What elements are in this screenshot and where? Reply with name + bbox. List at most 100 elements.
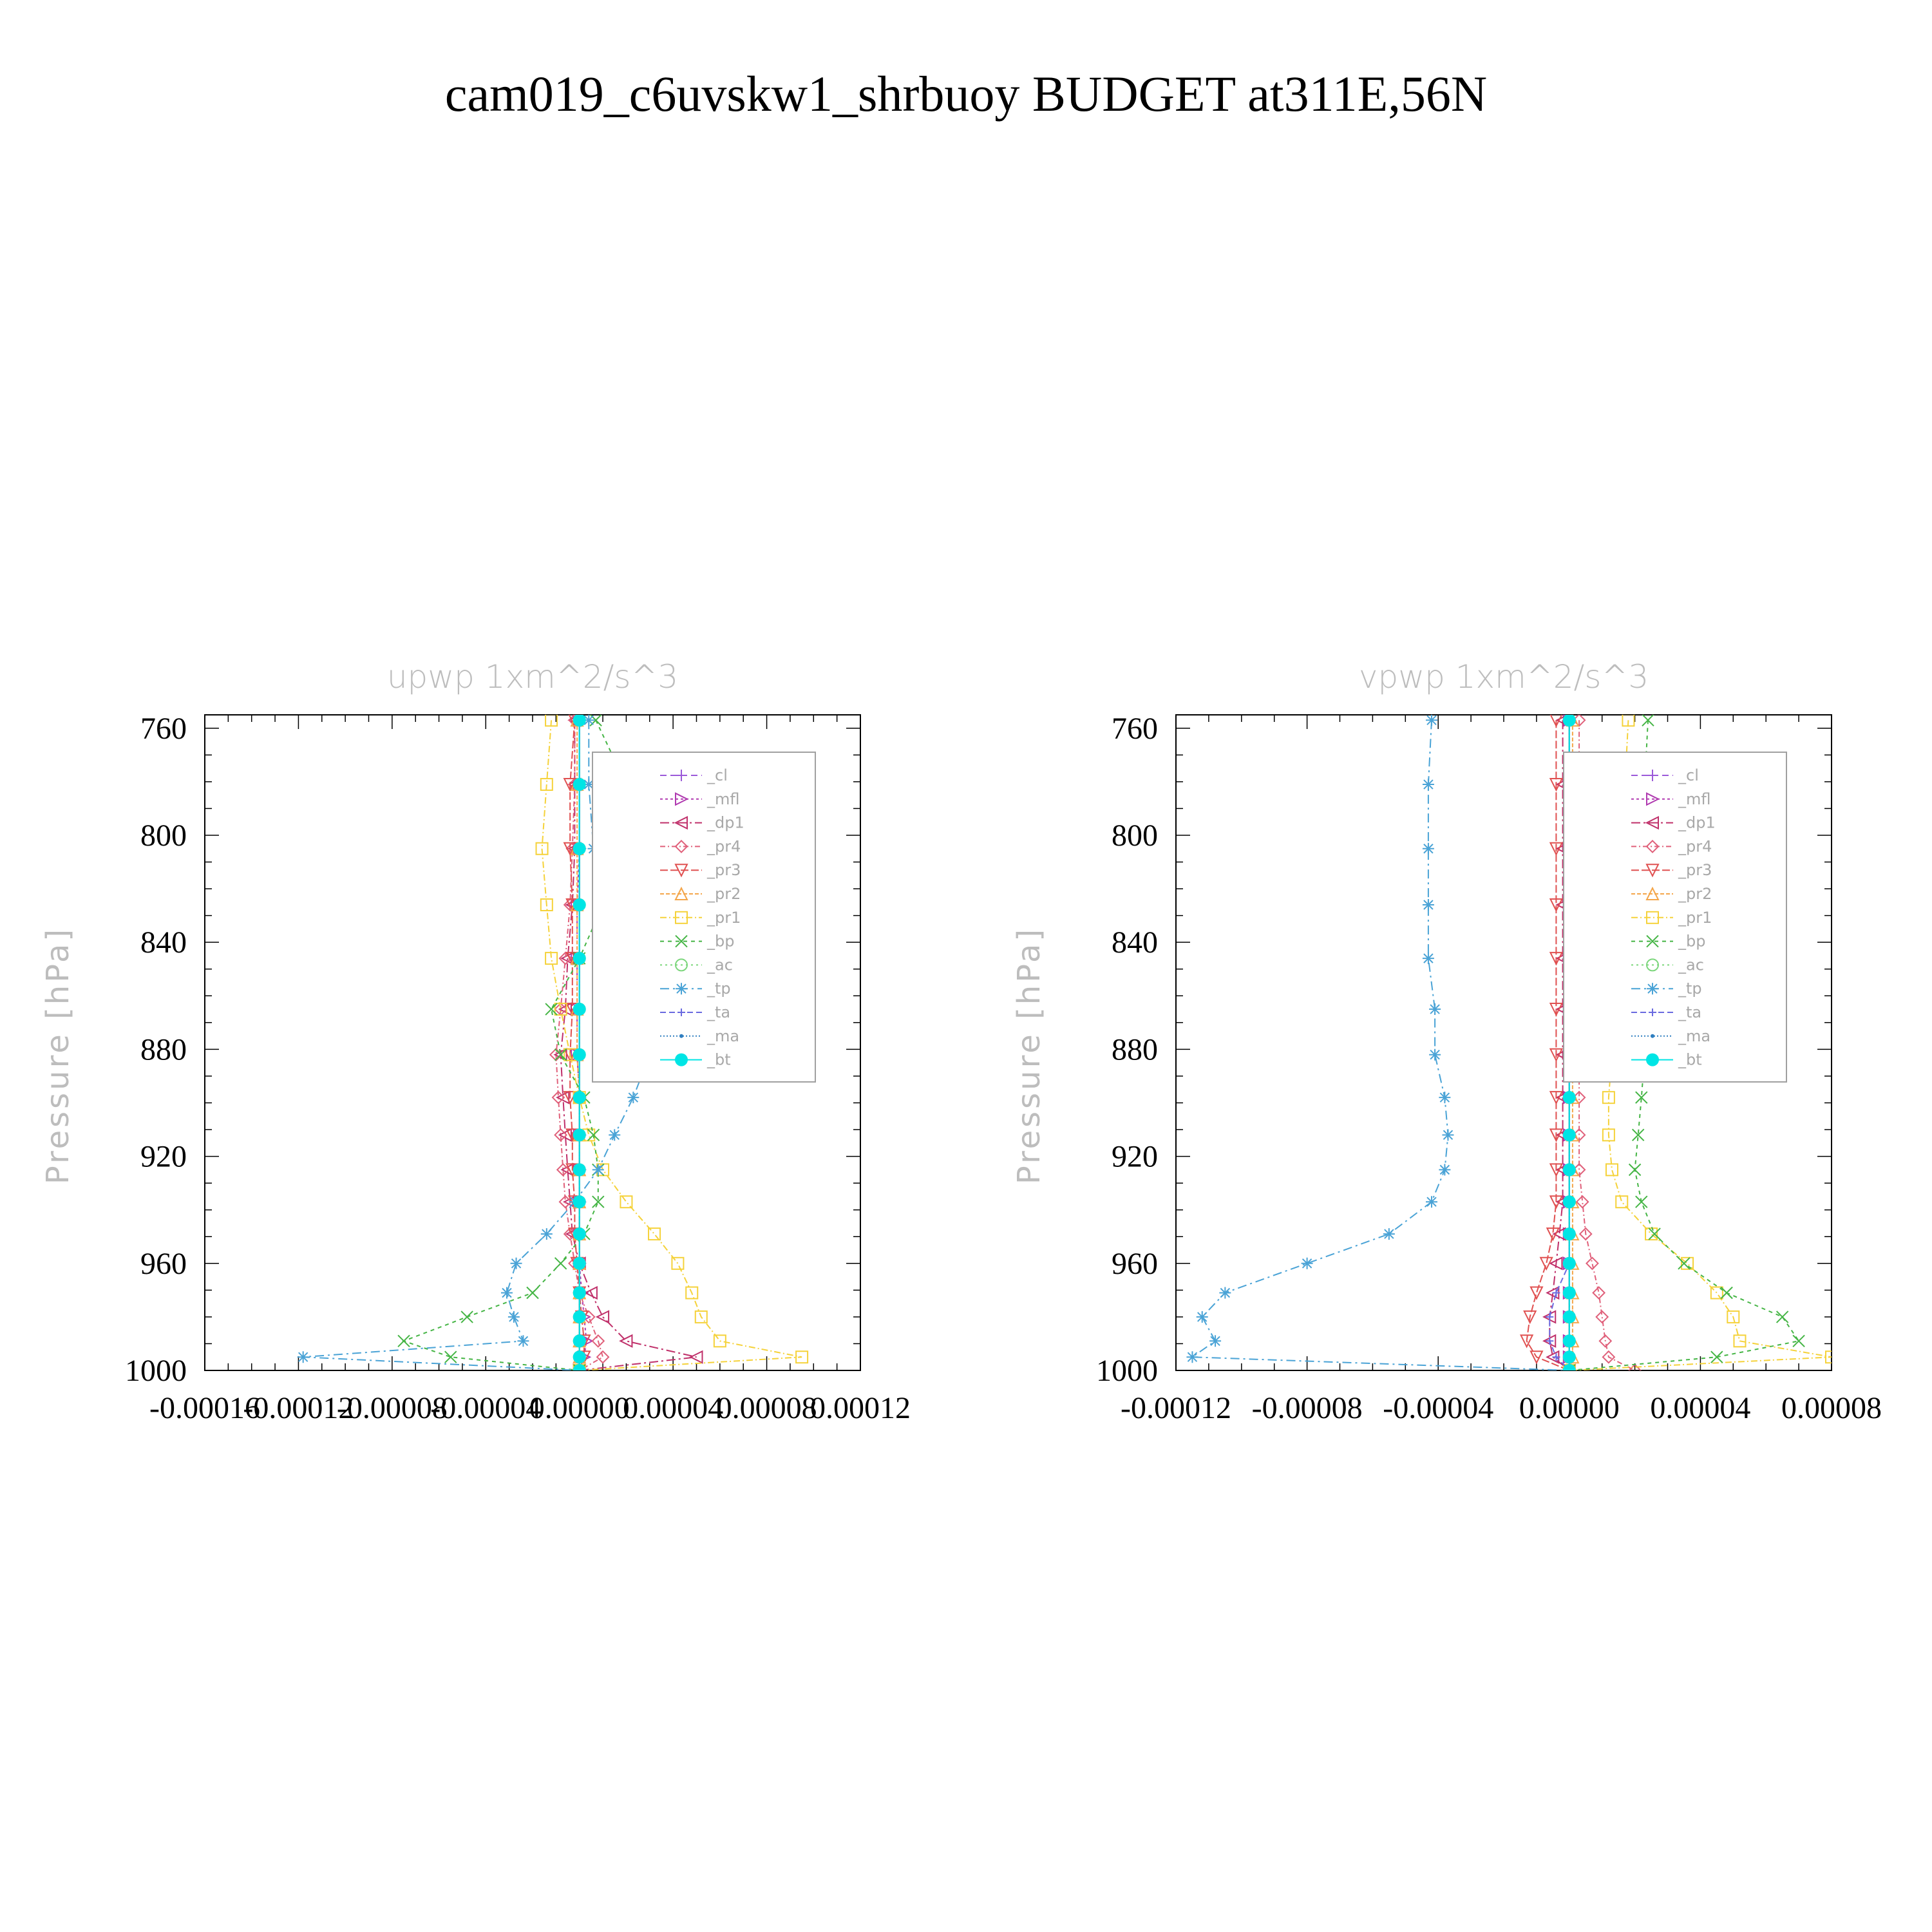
legend-label: _ac: [706, 956, 733, 974]
legend-label: _bp: [706, 933, 734, 951]
y-tick-label: 1000: [125, 1354, 187, 1388]
series-point-bt: [573, 1364, 586, 1370]
series-point-tp: [1439, 1164, 1451, 1176]
series-point-tp: [297, 1351, 309, 1363]
series-point-pr3: [563, 842, 577, 856]
x-tick-label: -0.00004: [430, 1391, 541, 1425]
series-point-pr3: [1549, 842, 1564, 856]
series-point-bp: [1635, 1091, 1648, 1104]
series-point-bp: [460, 1311, 473, 1323]
series-point-tp: [1422, 899, 1434, 911]
series-line-tp: [1190, 720, 1569, 1370]
series-point-bp: [554, 1257, 567, 1270]
series-point-bt: [573, 1091, 586, 1104]
y-axis-label: Pressure [hPa]: [1011, 927, 1047, 1184]
series-point-bp: [1631, 1128, 1645, 1142]
legend-label: _ta: [706, 1003, 730, 1021]
series-point-bt: [573, 1227, 586, 1241]
x-tick-label: -0.00016: [149, 1391, 260, 1425]
series-point-ta: [1552, 1289, 1560, 1297]
series-point-pr4: [591, 1334, 605, 1348]
series-point-bt: [573, 1256, 586, 1270]
y-tick-label: 800: [140, 819, 187, 853]
series-point-pr3: [1549, 1003, 1564, 1017]
legend-marker: [1645, 815, 1659, 830]
series-point-pr1: [1622, 715, 1635, 727]
x-tick-label: 0.00000: [1519, 1391, 1620, 1425]
series-point-pr3: [1549, 1128, 1564, 1142]
series-line-dp1: [1549, 720, 1570, 1370]
series-point-pr3: [1549, 952, 1564, 966]
legend-label: _pr1: [1678, 909, 1712, 927]
series-point-bt: [573, 1310, 586, 1323]
legend-label: _pr2: [706, 885, 741, 903]
series-point-tp: [540, 1228, 553, 1240]
series-point-pr1: [1681, 1256, 1694, 1270]
x-tick-label: -0.00012: [243, 1391, 354, 1425]
series-group: [297, 715, 809, 1370]
series-point-pr1: [1825, 1350, 1832, 1364]
series-point-bt: [573, 1334, 586, 1348]
series-point-bt: [573, 1003, 586, 1016]
legend-marker: [675, 911, 688, 924]
legend-label: _mfl: [706, 790, 740, 808]
series-point-pr1: [671, 1256, 685, 1270]
y-tick-label: 920: [140, 1140, 187, 1174]
series-point-dp1: [619, 1334, 633, 1348]
series-point-tp: [1422, 952, 1434, 965]
x-tick-label: -0.00008: [337, 1391, 448, 1425]
series-point-bt: [573, 898, 586, 912]
x-tick-label: 0.00004: [1650, 1391, 1750, 1425]
series-point-pr3: [1523, 1310, 1537, 1325]
series-point-tp: [1196, 1311, 1208, 1323]
series-point-pr1: [648, 1227, 661, 1241]
series-point-dp1: [558, 1002, 572, 1016]
y-axis-label: Pressure [hPa]: [40, 927, 76, 1184]
series-point-tp: [1429, 1048, 1441, 1061]
series-point-bt: [1562, 1256, 1576, 1270]
legend-label: _tp: [706, 980, 731, 998]
series-point-pr4: [556, 1162, 570, 1177]
series-point-pr1: [685, 1286, 699, 1300]
legend-marker: [1647, 983, 1658, 995]
y-tick-label: 800: [1112, 819, 1158, 853]
series-point-bt: [573, 1048, 586, 1061]
series-point-ta: [1546, 1312, 1554, 1321]
legend-marker: [1646, 934, 1659, 948]
series-line-pr3: [1526, 720, 1570, 1370]
series-point-pr1: [1602, 1128, 1615, 1142]
legend-label: _pr4: [706, 837, 741, 855]
legend-marker: [1647, 770, 1658, 781]
legend-marker: [674, 815, 688, 830]
legend-label: _cl: [706, 766, 728, 784]
series-point-bt: [1562, 1091, 1576, 1104]
series-point-bp: [1776, 1311, 1789, 1323]
series-point-dp1: [1549, 1256, 1563, 1271]
series-point-tp: [609, 1129, 621, 1141]
series-point-tp: [1209, 1335, 1222, 1347]
y-tick-label: 960: [1112, 1247, 1158, 1281]
x-tick-label: -0.00008: [1252, 1391, 1363, 1425]
series-point-tp: [1426, 1196, 1438, 1208]
series-point-bt: [573, 1350, 586, 1364]
series-point-pr3: [563, 778, 577, 792]
figure-title: cam019_c6uvskw1_shrbuoy BUDGET at311E,56…: [445, 66, 1487, 122]
series-point-pr4: [1602, 1350, 1616, 1364]
series-line-pr1: [1569, 720, 1832, 1370]
series-point-pr3: [1549, 1163, 1564, 1177]
series-point-bp: [1720, 1286, 1733, 1300]
series-point-tp: [1301, 1257, 1313, 1269]
series-point-pr3: [1546, 1227, 1560, 1242]
series-point-tp: [510, 1257, 522, 1269]
series-point-pr4: [554, 1128, 568, 1142]
series-point-pr3: [563, 1091, 577, 1105]
series-point-pr1: [535, 842, 549, 855]
y-tick-label: 880: [1112, 1032, 1158, 1066]
series-point-pr4: [1575, 1195, 1589, 1209]
series-point-pr4: [558, 1195, 573, 1209]
y-tick-label: 840: [140, 925, 187, 960]
legend-marker: [679, 1034, 683, 1038]
series-point-bt: [573, 1163, 586, 1177]
legend-marker: [676, 983, 687, 995]
